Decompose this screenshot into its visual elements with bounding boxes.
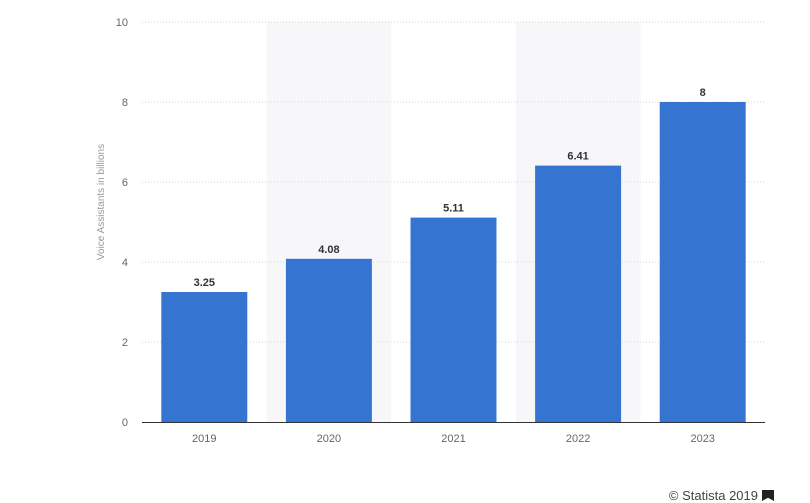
data-label-2019: 3.25 [194,277,215,289]
flag-icon [762,490,774,501]
x-tick-label-2023: 2023 [690,433,714,445]
y-tick-label-10: 10 [116,17,128,29]
y-tick-label-4: 4 [122,257,128,269]
y-tick-label-8: 8 [122,97,128,109]
y-tick-label-2: 2 [122,337,128,349]
credit-text: © Statista 2019 [668,488,758,503]
data-labels: 3.25 4.08 5.11 6.41 8 [194,87,706,289]
data-label-2022: 6.41 [567,151,588,163]
y-tick-label-6: 6 [122,177,128,189]
y-tick-labels: 0 2 4 6 8 10 [116,17,128,429]
x-tick-label-2019: 2019 [192,433,216,445]
bar-2020[interactable] [285,258,372,422]
x-tick-label-2020: 2020 [317,433,341,445]
bar-2021[interactable] [410,217,497,422]
bar-2023[interactable] [659,102,746,422]
bars [161,102,746,422]
x-tick-label-2022: 2022 [566,433,590,445]
statista-credit[interactable]: © Statista 2019 [669,488,774,503]
data-label-2020: 4.08 [318,244,339,256]
data-label-2023: 8 [700,87,706,99]
y-tick-label-0: 0 [122,417,128,429]
bar-2022[interactable] [535,165,622,422]
x-tick-labels: 2019 2020 2021 2022 2023 [192,433,715,445]
bar-2019[interactable] [161,292,248,422]
x-tick-label-2021: 2021 [441,433,465,445]
data-label-2021: 5.11 [443,203,464,215]
y-axis-title: Voice Assistants in billions [96,144,107,260]
